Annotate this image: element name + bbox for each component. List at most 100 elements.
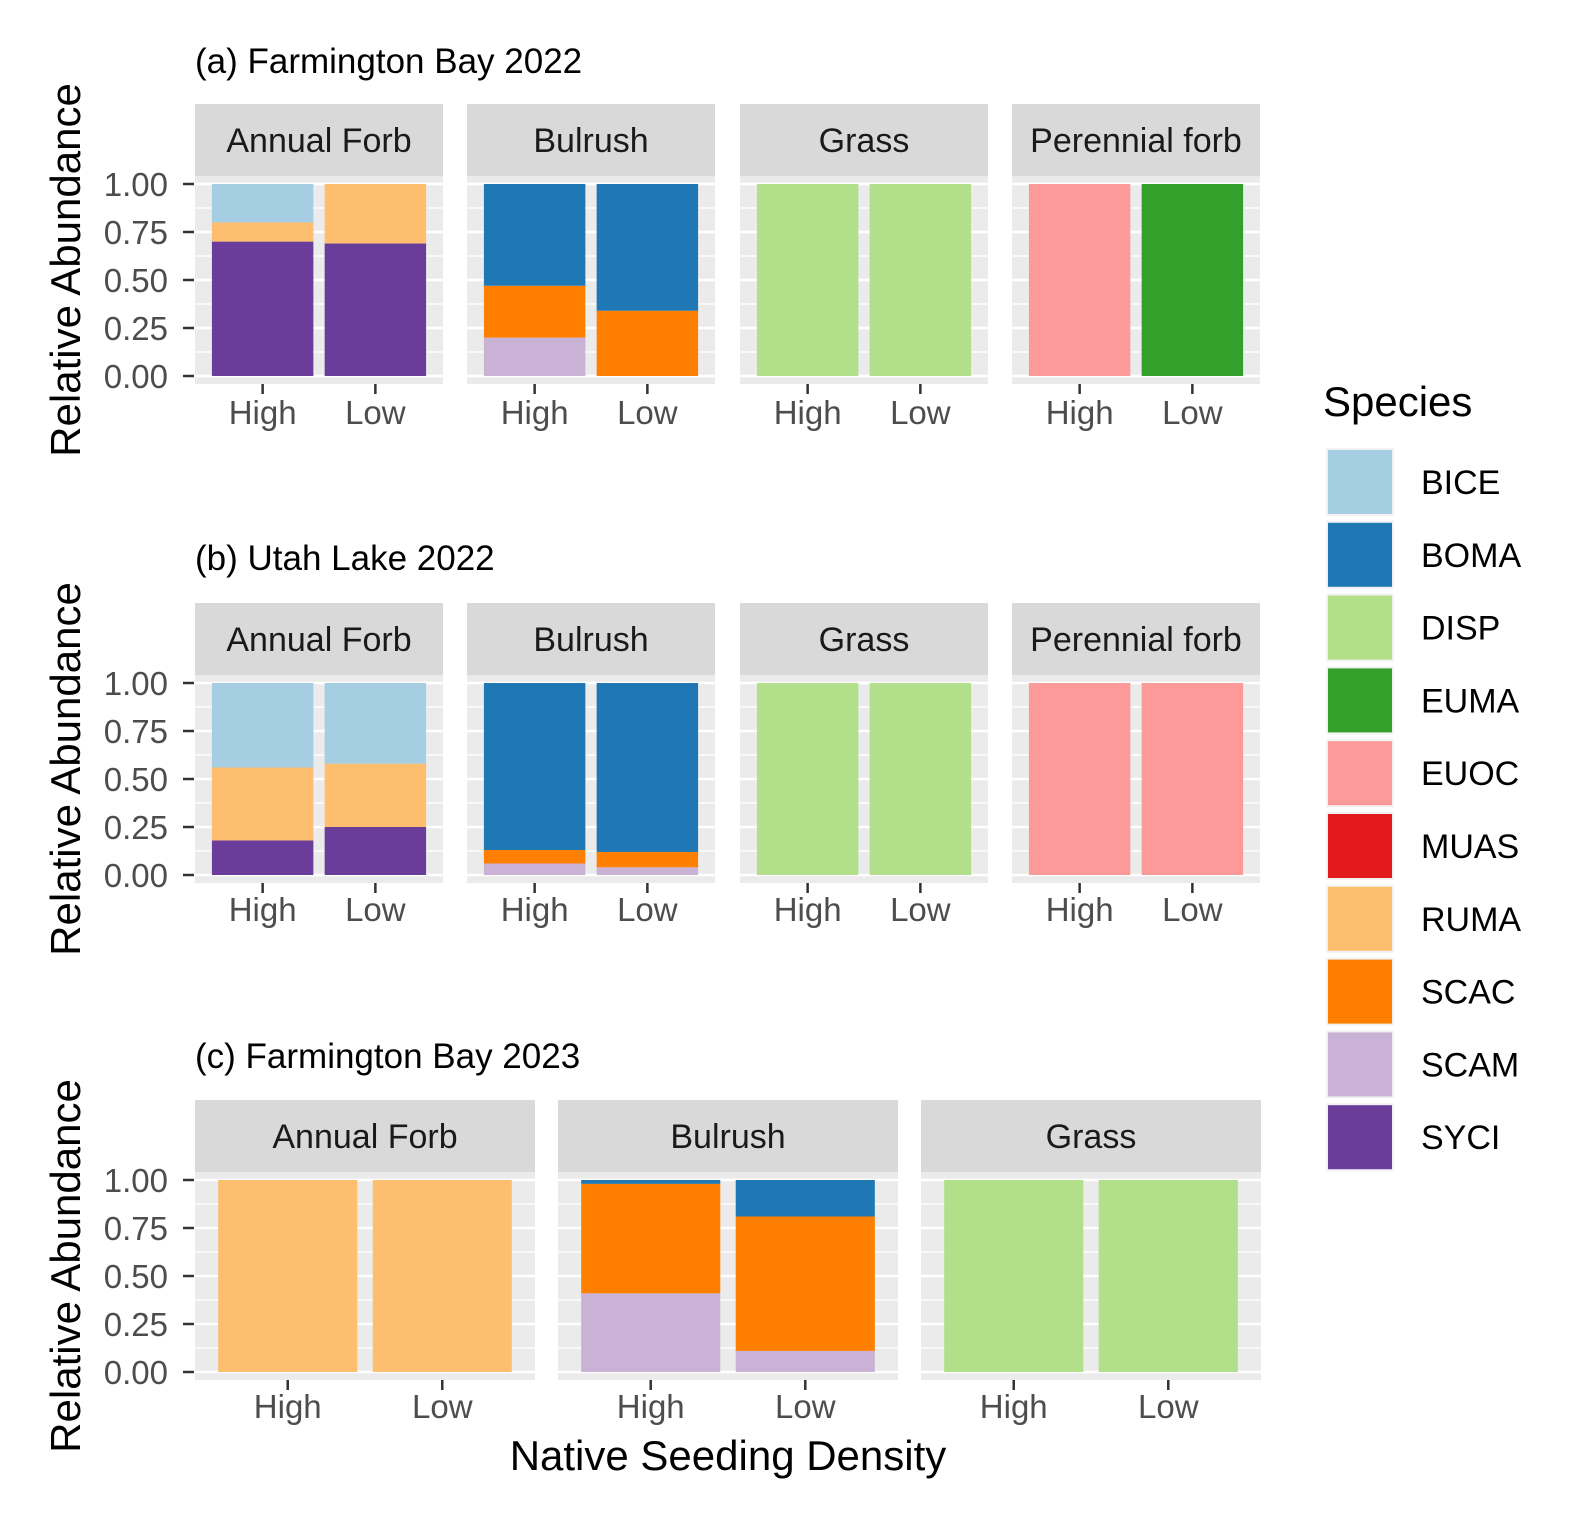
facet-strip	[467, 603, 715, 675]
y-tick-label: 1.00	[104, 1162, 168, 1199]
legend-label: SYCI	[1421, 1119, 1500, 1157]
facet-strip	[1012, 603, 1260, 675]
y-tick-label: 0.75	[104, 713, 168, 750]
legend-key	[1328, 522, 1392, 587]
x-axis-title: Native Seeding Density	[510, 1432, 947, 1479]
bar-segment-bice	[211, 683, 314, 768]
facet-strip-label: Bulrush	[670, 1118, 785, 1156]
bar-segment-disp	[756, 184, 859, 376]
bar-segment-scac	[596, 851, 699, 868]
x-tick-label: High	[229, 891, 297, 928]
facet-strip-label: Annual Forb	[226, 621, 411, 659]
facet-strip	[921, 1100, 1261, 1172]
legend-item-disp: DISP	[1326, 593, 1500, 662]
facet-strip	[467, 104, 715, 176]
legend-label: DISP	[1421, 610, 1500, 648]
legend-key	[1328, 595, 1392, 660]
legend-label: EUMA	[1421, 682, 1520, 720]
bar-segment-disp	[869, 683, 972, 875]
bar-segment-disp	[944, 1180, 1084, 1372]
x-tick-label: High	[774, 891, 842, 928]
facet-strip	[195, 1100, 535, 1172]
bar-segment-ruma	[372, 1180, 512, 1372]
bar-segment-syci	[211, 840, 314, 875]
bar-segment-boma	[581, 1180, 721, 1184]
panel-3: (c) Farmington Bay 2023 Relative Abundanc…	[42, 1037, 1261, 1479]
bar-segment-syci	[324, 827, 427, 875]
bar-segment-scam	[735, 1350, 875, 1372]
y-axis-title: Relative Abundance	[42, 83, 89, 457]
facet-annual-forb: Annual Forb High Low	[195, 104, 443, 431]
bar-segment-disp	[869, 184, 972, 376]
panel-title: (a) Farmington Bay 2022	[195, 42, 582, 81]
bar-segment-syci	[324, 243, 427, 376]
legend-item-syci: SYCI	[1326, 1103, 1500, 1172]
bar-segment-bice	[324, 683, 427, 764]
legend-item-boma: BOMA	[1326, 520, 1521, 589]
legend-item-bice: BICE	[1326, 448, 1500, 516]
legend-label: BICE	[1421, 464, 1500, 502]
facet-strip	[195, 603, 443, 675]
y-tick-label: 0.50	[104, 761, 168, 798]
y-axis-title: Relative Abundance	[42, 1079, 89, 1453]
facet-bulrush: Bulrush High Low	[558, 1100, 898, 1425]
legend-label: EUOC	[1421, 755, 1519, 793]
bar-segment-boma	[483, 683, 586, 851]
bar-segment-euoc	[1028, 683, 1131, 875]
x-tick-label: High	[254, 1388, 322, 1425]
bar-segment-euoc	[1141, 683, 1244, 875]
legend-key	[1328, 1032, 1392, 1097]
y-tick-label: 1.00	[104, 665, 168, 702]
legend-title: Species	[1323, 378, 1472, 425]
facet-strip-label: Bulrush	[533, 621, 648, 659]
bar-segment-boma	[596, 683, 699, 852]
bar-segment-ruma	[211, 767, 314, 841]
legend-label: SCAC	[1421, 974, 1515, 1012]
facet-bulrush: Bulrush High Low	[467, 603, 715, 928]
facet-strip-label: Grass	[819, 621, 910, 659]
y-tick-label: 0.00	[104, 1354, 168, 1391]
facet-strip	[1012, 104, 1260, 176]
x-tick-label: Low	[1138, 1388, 1199, 1425]
legend-key	[1328, 814, 1392, 878]
bar-segment-euoc	[1028, 184, 1131, 376]
x-tick-label: High	[501, 891, 569, 928]
bar-segment-scac	[735, 1216, 875, 1351]
bar-segment-ruma	[218, 1180, 358, 1372]
bar-segment-boma	[735, 1180, 875, 1217]
facet-strip	[195, 104, 443, 176]
facet-strip-label: Perennial forb	[1030, 621, 1242, 659]
facet-perennial-forb: Perennial forb High Low	[1012, 603, 1260, 928]
legend-key	[1328, 668, 1392, 733]
legend-item-ruma: RUMA	[1326, 884, 1521, 953]
bar-segment-scac	[581, 1183, 721, 1294]
bar-segment-ruma	[324, 763, 427, 827]
bar-segment-scam	[596, 867, 699, 875]
x-tick-label: Low	[345, 891, 406, 928]
legend-item-euma: EUMA	[1326, 666, 1520, 735]
facet-strip	[740, 603, 988, 675]
y-axis-title: Relative Abundance	[42, 582, 89, 956]
x-tick-label: High	[774, 394, 842, 431]
legend: Species BICE BOMA DISP EUMA EUOC MUAS RUMA SCAC S…	[1323, 378, 1521, 1172]
facet-strip-label: Bulrush	[533, 122, 648, 160]
bar-segment-disp	[1098, 1180, 1238, 1372]
x-tick-label: High	[980, 1388, 1048, 1425]
y-tick-label: 0.00	[104, 358, 168, 395]
facet-strip	[558, 1100, 898, 1172]
y-tick-label: 0.00	[104, 857, 168, 894]
y-tick-label: 0.50	[104, 262, 168, 299]
x-tick-label: Low	[345, 394, 406, 431]
bar-segment-bice	[211, 184, 314, 223]
legend-label: BOMA	[1421, 537, 1521, 575]
legend-label: SCAM	[1421, 1046, 1519, 1084]
legend-key	[1328, 886, 1392, 951]
legend-item-scac: SCAC	[1326, 957, 1515, 1026]
panel-1: (a) Farmington Bay 2022 Relative Abundanc…	[42, 42, 1260, 457]
facet-strip-label: Perennial forb	[1030, 122, 1242, 160]
panel-title: (b) Utah Lake 2022	[195, 539, 495, 578]
y-tick-label: 0.25	[104, 1306, 168, 1343]
facet-annual-forb: Annual Forb High Low	[195, 1100, 535, 1425]
x-tick-label: Low	[617, 891, 678, 928]
x-tick-label: Low	[617, 394, 678, 431]
